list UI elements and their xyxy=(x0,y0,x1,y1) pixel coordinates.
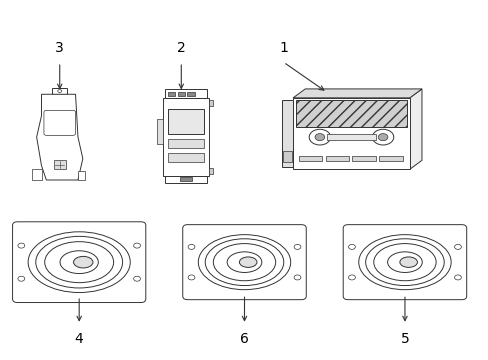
FancyBboxPatch shape xyxy=(44,111,75,135)
Circle shape xyxy=(348,275,355,280)
Bar xyxy=(209,168,213,174)
Polygon shape xyxy=(409,89,421,169)
Ellipse shape xyxy=(373,244,435,281)
Ellipse shape xyxy=(227,252,261,273)
Circle shape xyxy=(454,244,460,249)
Circle shape xyxy=(18,276,25,281)
Bar xyxy=(325,157,348,161)
Circle shape xyxy=(133,243,140,248)
Circle shape xyxy=(308,129,330,145)
Bar xyxy=(352,157,375,161)
FancyBboxPatch shape xyxy=(183,225,305,300)
Circle shape xyxy=(314,134,324,141)
Circle shape xyxy=(133,276,140,281)
Bar xyxy=(187,92,194,96)
Polygon shape xyxy=(292,89,421,98)
FancyBboxPatch shape xyxy=(13,222,145,302)
Bar xyxy=(167,92,175,96)
Circle shape xyxy=(378,134,387,141)
Bar xyxy=(378,157,402,161)
Ellipse shape xyxy=(60,251,98,274)
Ellipse shape xyxy=(399,257,417,267)
Bar xyxy=(32,169,41,180)
Bar xyxy=(163,98,209,176)
Ellipse shape xyxy=(239,257,257,267)
Text: 6: 6 xyxy=(240,332,248,346)
Circle shape xyxy=(372,129,393,145)
Bar xyxy=(298,157,322,161)
Text: 3: 3 xyxy=(55,41,64,55)
Bar xyxy=(54,160,66,169)
Circle shape xyxy=(188,275,195,280)
Bar xyxy=(165,89,206,98)
Bar xyxy=(326,134,375,140)
Bar xyxy=(167,153,204,162)
Ellipse shape xyxy=(73,256,93,268)
Ellipse shape xyxy=(198,235,290,290)
Bar xyxy=(295,100,407,127)
Bar xyxy=(167,139,204,148)
Circle shape xyxy=(18,243,25,248)
Ellipse shape xyxy=(387,252,422,273)
Ellipse shape xyxy=(358,235,450,290)
Bar xyxy=(283,152,291,162)
Circle shape xyxy=(293,244,300,249)
Bar xyxy=(292,98,409,169)
Bar xyxy=(177,92,184,96)
Bar xyxy=(282,100,292,167)
Bar xyxy=(157,119,163,144)
Circle shape xyxy=(293,275,300,280)
Ellipse shape xyxy=(44,242,113,283)
Ellipse shape xyxy=(205,239,283,285)
Bar xyxy=(165,176,206,183)
Bar xyxy=(209,100,213,106)
Circle shape xyxy=(454,275,460,280)
Polygon shape xyxy=(37,94,82,180)
Text: 5: 5 xyxy=(400,332,408,346)
Bar xyxy=(78,171,85,180)
Ellipse shape xyxy=(365,239,443,285)
Ellipse shape xyxy=(213,244,275,281)
Text: 4: 4 xyxy=(75,332,83,346)
Ellipse shape xyxy=(36,237,122,288)
Circle shape xyxy=(348,244,355,249)
Text: 1: 1 xyxy=(278,41,287,55)
Bar xyxy=(52,88,67,94)
Ellipse shape xyxy=(28,232,130,293)
Circle shape xyxy=(58,90,61,93)
Bar xyxy=(167,109,204,134)
Text: 2: 2 xyxy=(177,41,185,55)
Bar xyxy=(180,177,192,181)
Circle shape xyxy=(188,244,195,249)
FancyBboxPatch shape xyxy=(343,225,466,300)
